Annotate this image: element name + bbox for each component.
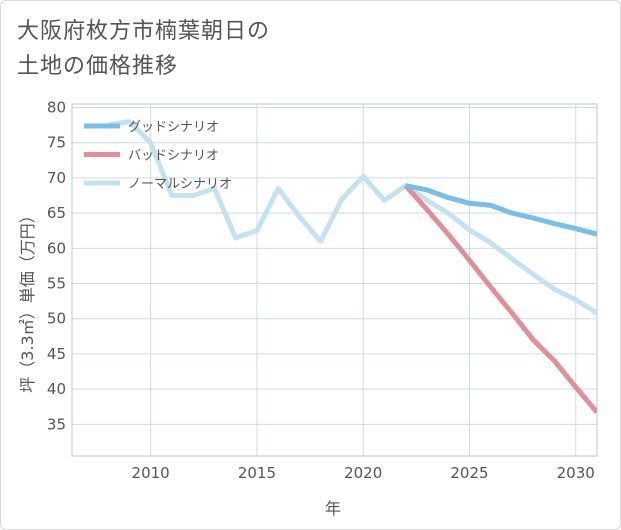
y-tick-label: 80 [47, 99, 66, 117]
plot-area [71, 103, 598, 457]
y-tick-label: 70 [47, 169, 66, 187]
legend-label-0: グッドシナリオ [128, 120, 219, 135]
y-tick-label: 65 [47, 204, 66, 222]
series-line-0 [405, 183, 597, 237]
x-tick-label: 2010 [132, 464, 170, 482]
legend-label-2: ノーマルシナリオ [128, 177, 232, 192]
y-tick-label: 45 [47, 345, 66, 363]
series-layer [107, 119, 597, 415]
y-tick-label: 55 [47, 275, 66, 293]
x-tick-label: 2025 [450, 464, 488, 482]
legend-label-1: バッドシナリオ [128, 149, 219, 164]
x-tick-label: 2020 [344, 464, 382, 482]
series-line-1 [403, 184, 597, 415]
tick-labels: 2010 2015 2020 2025 2030 35 40 45 50 55 60 65 70 75 80 [47, 99, 595, 482]
x-tick-label: 2015 [238, 464, 276, 482]
x-tick-label: 2030 [557, 464, 595, 482]
series-line-2 [107, 119, 597, 316]
x-axis-label: 年 [325, 499, 341, 518]
y-tick-label: 50 [47, 310, 66, 328]
chart-title: 大阪府枚方市楠葉朝日の 土地の価格推移 [17, 14, 270, 84]
y-tick-label: 60 [47, 239, 66, 257]
y-tick-label: 40 [47, 380, 66, 398]
y-tick-label: 35 [47, 415, 66, 433]
chart-title-line-1: 大阪府枚方市楠葉朝日の [17, 19, 271, 44]
y-tick-label: 75 [47, 134, 66, 152]
chart-title-line-2: 土地の価格推移 [17, 54, 179, 79]
y-axis-label: 坪（3.3㎡）単価（万円） [18, 207, 37, 392]
